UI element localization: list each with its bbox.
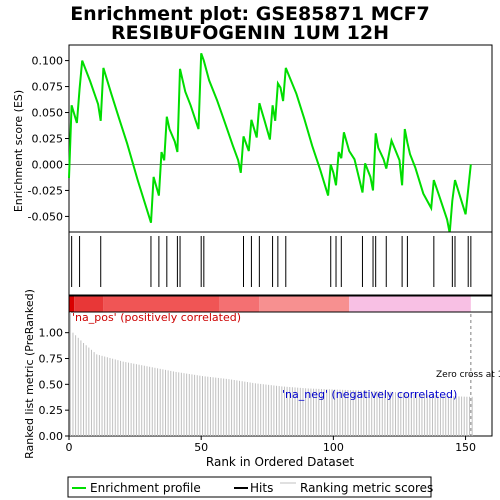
ranking-metric-bars xyxy=(69,312,473,436)
hit-lines xyxy=(71,236,472,287)
rank-color-bar xyxy=(68,295,493,313)
x-tick-label: 100 xyxy=(323,441,344,454)
x-tick-label: 0 xyxy=(66,441,73,454)
es-y-axis-label: Enrichment score (ES) xyxy=(12,90,25,212)
es-y-tick-label: -0.050 xyxy=(28,210,63,223)
zero-cross-label: Zero cross at 152 xyxy=(436,370,500,380)
ranked-metric-panel: 0.00 0.25 0.50 0.75 1.00 'na_pos' (positivel… xyxy=(23,289,500,459)
rank-color-segment xyxy=(69,296,75,312)
hits-panel xyxy=(68,231,493,296)
metric-y-tick-label: 0.25 xyxy=(39,404,64,417)
title-line-1: Enrichment plot: GSE85871 MCF7 xyxy=(70,3,430,25)
es-y-tick-label: 0.075 xyxy=(32,81,64,94)
rank-color-segment xyxy=(219,296,260,312)
es-y-tick-label: 0.050 xyxy=(32,107,64,120)
metric-y-tick-label: 0.50 xyxy=(39,378,64,391)
positive-correlation-label: 'na_pos' (positively correlated) xyxy=(72,311,241,324)
legend-frame xyxy=(67,476,432,498)
metric-y-tick-label: 1.00 xyxy=(39,327,64,340)
hits-panel-frame xyxy=(68,231,493,296)
rank-color-segment xyxy=(259,296,350,312)
metric-y-tick-label: 0.00 xyxy=(39,430,64,443)
x-tick-label: 150 xyxy=(455,441,476,454)
chart-title: Enrichment plot: GSE85871 MCF7 RESIBUFOG… xyxy=(70,3,430,44)
x-axis-label: Rank in Ordered Dataset xyxy=(206,455,354,469)
rank-color-segments xyxy=(69,296,471,312)
es-y-ticks: -0.050 -0.025 0.000 0.025 0.050 0.075 0.100 xyxy=(28,55,69,223)
es-y-tick-label: 0.000 xyxy=(32,158,64,171)
metric-panel-frame xyxy=(68,311,493,437)
es-y-tick-label: -0.025 xyxy=(28,184,63,197)
x-axis-ticks: 0 50 100 150 xyxy=(66,436,476,454)
metric-y-ticks: 0.00 0.25 0.50 0.75 1.00 xyxy=(39,327,69,443)
es-y-tick-label: 0.025 xyxy=(32,133,64,146)
x-tick-label: 50 xyxy=(194,441,208,454)
legend-profile-label: Enrichment profile xyxy=(90,481,201,495)
legend-hits-label: Hits xyxy=(250,481,273,495)
enrichment-score-panel: -0.050 -0.025 0.000 0.025 0.050 0.075 0.100 En… xyxy=(12,44,493,234)
rank-color-segment xyxy=(74,296,104,312)
legend-metric-label: Ranking metric scores xyxy=(300,481,433,495)
title-line-2: RESIBUFOGENIN 1UM 12H xyxy=(111,22,389,44)
es-panel-frame xyxy=(68,44,493,233)
enrichment-profile-line xyxy=(68,52,472,234)
rank-color-segment xyxy=(103,296,220,312)
rank-color-segment xyxy=(349,296,471,312)
legend: Enrichment profile Hits Ranking metric s… xyxy=(67,476,433,498)
es-y-tick-label: 0.100 xyxy=(32,55,64,68)
metric-y-axis-label: Ranked list metric (PreRanked) xyxy=(23,289,36,459)
metric-y-tick-label: 0.75 xyxy=(39,353,64,366)
negative-correlation-label: 'na_neg' (negatively correlated) xyxy=(282,388,457,401)
